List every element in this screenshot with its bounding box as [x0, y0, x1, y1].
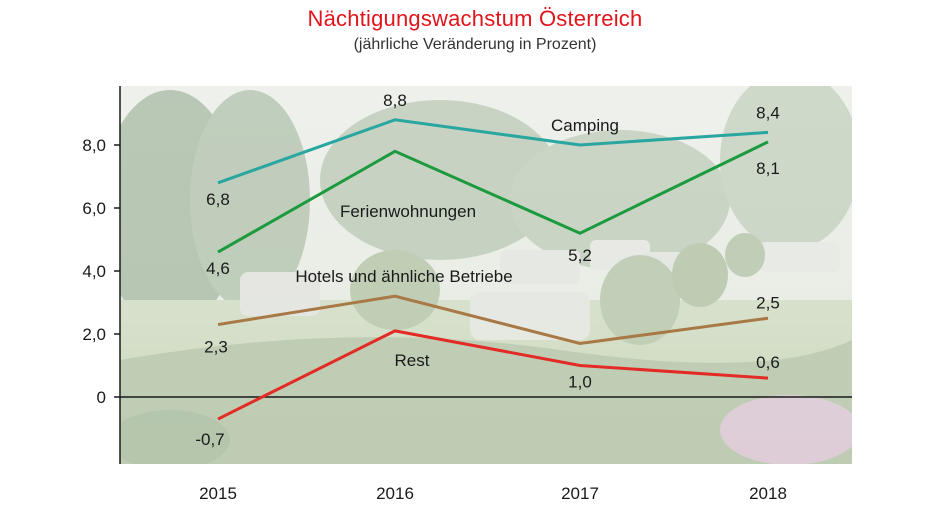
data-label: 8,1 [756, 159, 780, 178]
data-label: 2,3 [204, 338, 228, 357]
x-tick-label: 2016 [376, 484, 414, 503]
data-label: 8,8 [383, 91, 407, 110]
data-label: 1,0 [568, 373, 592, 392]
y-tick-label: 8,0 [82, 136, 106, 155]
y-axis-ticks: 0 2,0 4,0 6,0 8,0 [82, 136, 120, 407]
series-line-hotels-und-ähnliche-betriebe [217, 294, 769, 345]
data-labels: 6,8 8,8 8,4 4,6 5,2 8,1 2,3 2,5 -0,7 1,0 0,6 [195, 91, 779, 449]
series-name-label: Rest [395, 351, 430, 370]
x-tick-label: 2015 [199, 484, 237, 503]
data-label: 0,6 [756, 353, 780, 372]
x-tick-label: 2018 [749, 484, 787, 503]
x-axis-ticks: 2015 2016 2017 2018 [199, 484, 787, 503]
chart-title: Nächtigungswachstum Österreich [307, 6, 643, 31]
series-line-rest [217, 329, 769, 421]
data-label: 5,2 [568, 246, 592, 265]
y-tick-label: 0 [97, 388, 106, 407]
chart-subtitle: (jährliche Veränderung in Prozent) [353, 36, 597, 53]
y-tick-label: 6,0 [82, 199, 106, 218]
data-label: 6,8 [206, 190, 230, 209]
data-label: -0,7 [195, 430, 224, 449]
data-label: 8,4 [756, 103, 780, 122]
series-name-label: Hotels und ähnliche Betriebe [295, 267, 512, 286]
series-line-ferienwohnungen [217, 140, 769, 254]
y-tick-label: 2,0 [82, 325, 106, 344]
data-label: 2,5 [756, 293, 780, 312]
y-tick-label: 4,0 [82, 262, 106, 281]
series-name-label: Camping [551, 116, 619, 135]
series-names: Camping Ferienwohnungen Hotels und ähnlich… [295, 116, 619, 370]
data-label: 4,6 [206, 259, 230, 278]
series-name-label: Ferienwohnungen [340, 202, 476, 221]
background-photo [120, 86, 852, 464]
series-lines [217, 118, 769, 421]
x-tick-label: 2017 [561, 484, 599, 503]
series-line-camping [217, 118, 769, 185]
